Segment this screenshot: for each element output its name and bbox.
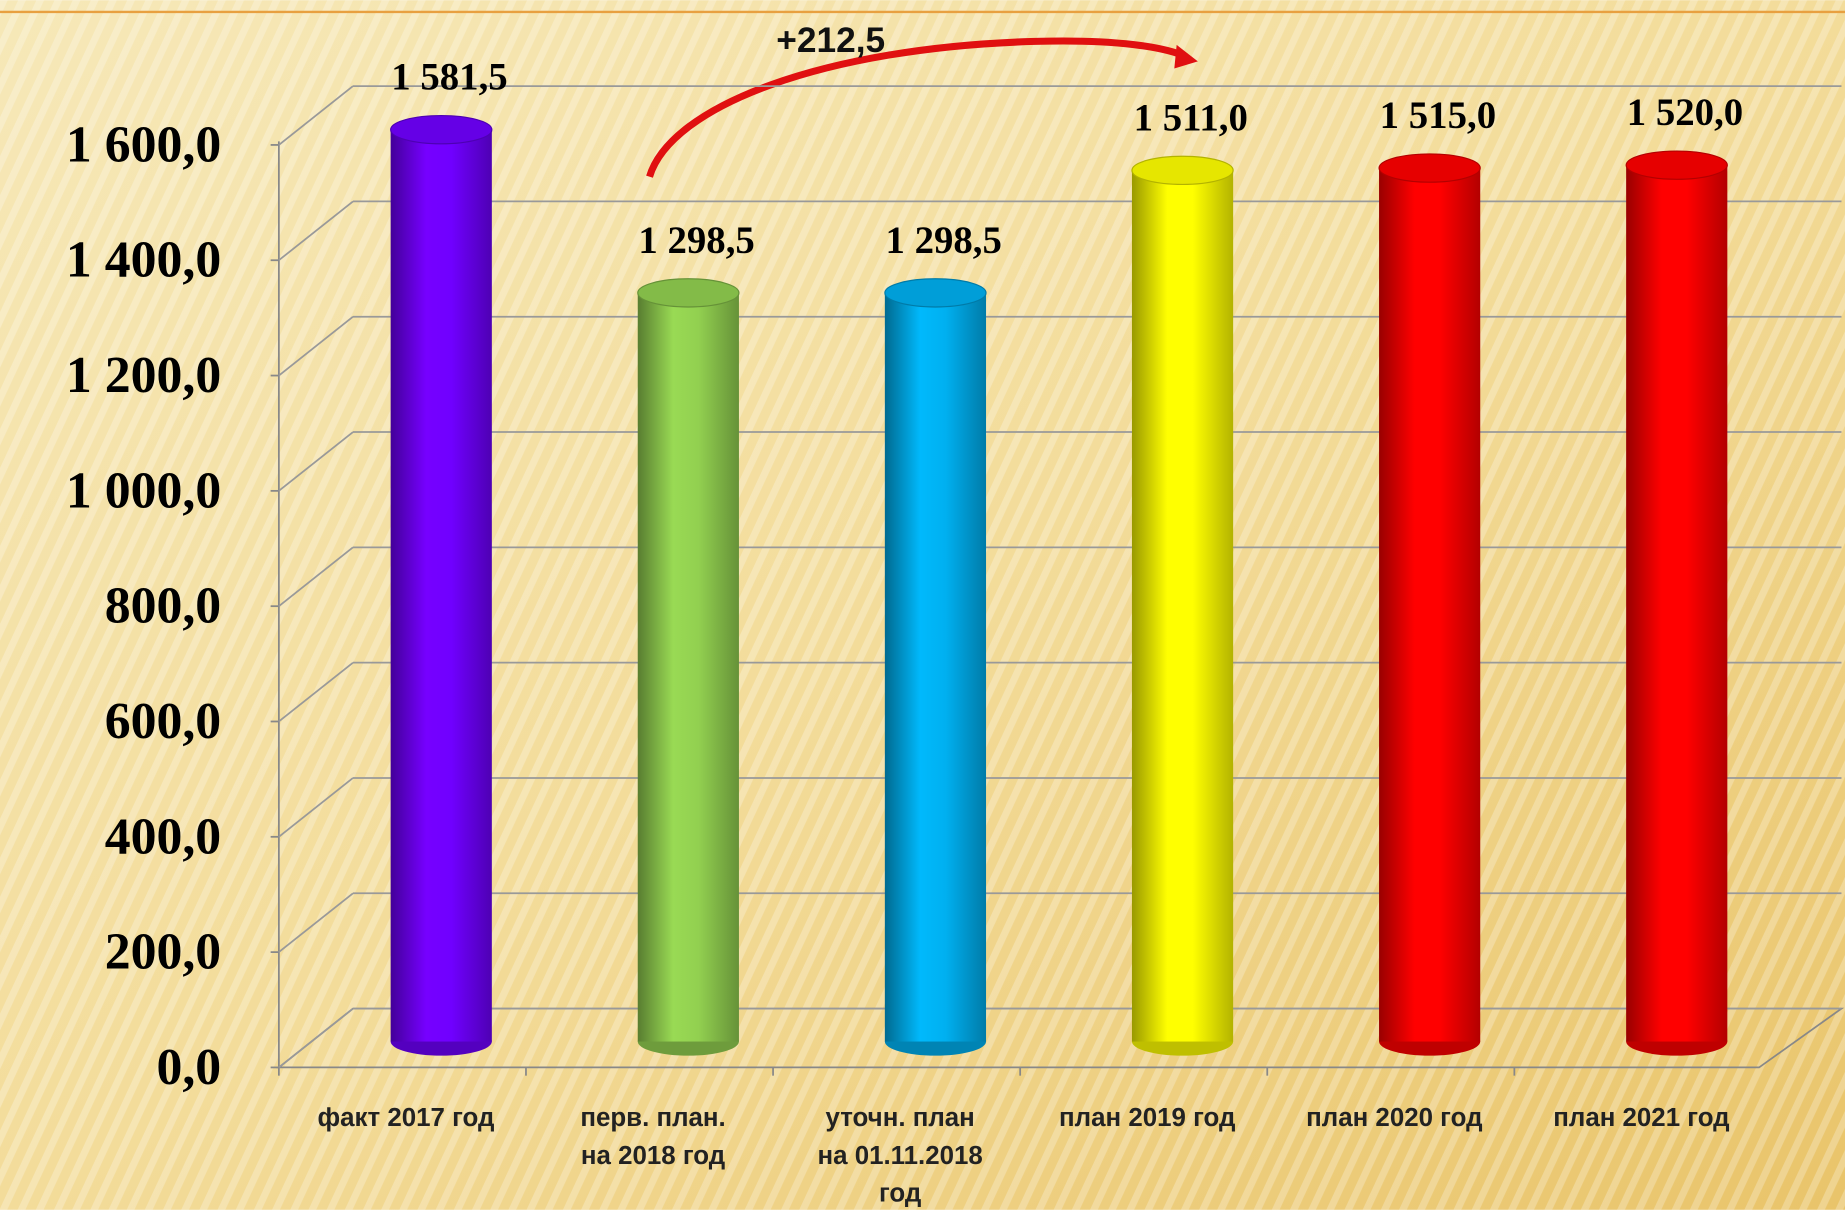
bar	[390, 129, 492, 1042]
x-tick-label: на 2018 год	[581, 1142, 725, 1170]
value-label: 1 511,0	[1134, 96, 1248, 139]
grid-line-side	[278, 546, 354, 607]
y-tick-label: 1 200,0	[66, 347, 221, 404]
bar	[884, 292, 987, 1042]
grid-line-side	[278, 661, 354, 723]
value-label: 1 581,5	[391, 56, 507, 99]
bar	[1626, 165, 1728, 1042]
x-tick-label: год	[879, 1180, 921, 1208]
value-label: 1 298,5	[885, 219, 1001, 262]
y-tick-label: 400,0	[105, 808, 221, 865]
bar-top	[884, 278, 987, 308]
value-label: 1 520,0	[1627, 91, 1743, 134]
bar-top	[637, 278, 740, 308]
x-tick-label: план 2021 год	[1553, 1104, 1729, 1132]
grid-line-side	[278, 1007, 354, 1069]
grid-line-side	[278, 316, 354, 377]
bar-top	[1625, 150, 1728, 180]
y-tick-label: 1 000,0	[66, 462, 221, 519]
grid-line-side	[278, 892, 354, 953]
value-label: 1 298,5	[638, 219, 754, 262]
bar	[1379, 168, 1481, 1042]
grid-line-side	[278, 200, 354, 261]
value-label: 1 515,0	[1380, 94, 1496, 137]
y-tick-label: 200,0	[105, 924, 221, 981]
y-tick-label: 0,0	[156, 1039, 221, 1096]
y-tick-label: 1 600,0	[66, 116, 221, 173]
x-tick-label: на 01.11.2018	[817, 1142, 982, 1170]
y-tick-label: 600,0	[105, 693, 221, 750]
y-tick-label: 1 400,0	[66, 232, 221, 289]
bar-top	[1131, 155, 1234, 186]
grid-line-side	[278, 777, 354, 838]
x-tick-label: перв. план.	[580, 1104, 725, 1132]
x-tick-label: план 2020 год	[1306, 1104, 1482, 1132]
x-tick-label: факт 2017 год	[317, 1104, 494, 1132]
grid-line-side	[278, 431, 354, 492]
annotation: +212,5	[776, 21, 885, 60]
bar-top	[1378, 153, 1481, 183]
x-tick-label: план 2019 год	[1059, 1104, 1235, 1132]
annotation-arrowhead	[1174, 44, 1198, 69]
grid-line-side	[278, 85, 354, 146]
bar-top	[390, 114, 493, 145]
x-tick-label: уточн. план	[825, 1104, 974, 1132]
bar	[637, 292, 739, 1042]
y-tick-label: 800,0	[105, 578, 221, 635]
bar	[1131, 170, 1234, 1042]
annotation-arrow	[646, 37, 1188, 178]
